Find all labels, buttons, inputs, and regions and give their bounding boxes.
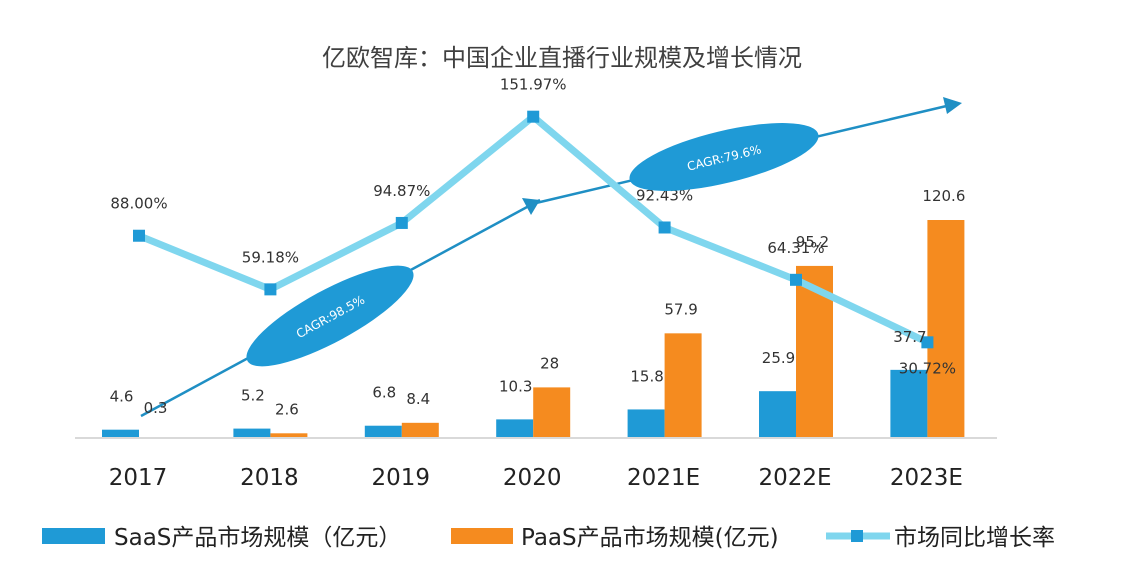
bar-paas-2020 [533, 387, 571, 438]
bar-saas-2022E [759, 391, 796, 438]
cagr-ellipse-2: CAGR:79.6% [629, 123, 819, 191]
bar-paas-2021E [664, 333, 702, 438]
x-tick-labels: 2017 2018 2019 2020 2021E 2022E 2023E [109, 465, 963, 491]
legend-swatch-saas [42, 528, 105, 544]
chart-title: 亿欧智库：中国企业直播行业规模及增长情况 [322, 44, 802, 72]
label-paas-2020: 28 [540, 354, 559, 372]
bar-saas-2019 [364, 425, 402, 438]
label-paas-2023E: 120.6 [922, 187, 965, 205]
label-paas-2021E: 57.9 [664, 300, 697, 318]
data-labels: 4.6 0.3 5.2 2.6 6.8 8.4 10.3 28 15.8 57.9 25.9 95.2… [110, 76, 966, 419]
rate-marker-2021E [658, 221, 671, 234]
bar-paas-2019 [401, 422, 439, 438]
label-saas-2022E: 25.9 [762, 349, 795, 367]
label-saas-2018: 5.2 [241, 387, 265, 405]
bar-paas-2018 [270, 433, 308, 438]
label-saas-2019: 6.8 [372, 384, 396, 402]
cagr-ellipse-1: CAGR:98.5% [246, 265, 414, 367]
tick-2023E: 2023E [890, 465, 963, 491]
legend-swatch-paas [451, 528, 513, 544]
tick-2019: 2019 [372, 465, 431, 491]
bar-saas-2020 [496, 419, 534, 438]
tick-2017: 2017 [109, 465, 168, 491]
label-saas-2023E: 37.7 [893, 328, 926, 346]
rate-marker-2017 [133, 229, 145, 242]
cagr-ellipse-2-shape [629, 123, 819, 191]
label-saas-2017: 4.6 [110, 388, 134, 406]
label-paas-2017: 0.3 [144, 399, 168, 417]
bar-saas-2021E [627, 409, 665, 438]
label-saas-2021E: 15.8 [630, 367, 663, 385]
tick-2018: 2018 [240, 465, 299, 491]
tick-2020: 2020 [503, 465, 562, 491]
rate-label-2022E: 64.31% [767, 239, 824, 257]
bar-paas-2023E [927, 220, 965, 438]
tick-2021E: 2021E [627, 465, 700, 491]
bar-saas-2023E [890, 369, 928, 438]
rate-marker-2020 [527, 110, 540, 123]
bars [102, 220, 965, 438]
label-paas-2022E: 95.2 [796, 233, 829, 251]
label-paas-2018: 2.6 [275, 400, 299, 418]
growth-rate-line [133, 110, 934, 349]
legend-label-rate: 市场同比增长率 [894, 525, 1055, 551]
label-saas-2020: 10.3 [499, 377, 532, 395]
rate-label-2019: 94.87% [373, 182, 430, 200]
rate-label-2021E: 92.43% [636, 186, 693, 204]
bar-saas-2017 [102, 429, 139, 438]
rate-label-2018: 59.18% [242, 248, 299, 266]
rate-marker-2023E [921, 336, 934, 349]
legend-label-paas: PaaS产品市场规模(亿元) [521, 525, 779, 551]
legend: SaaS产品市场规模（亿元） PaaS产品市场规模(亿元) 市场同比增长率 [42, 525, 1055, 551]
rate-marker-2022E [790, 273, 802, 286]
cagr-arrowhead-2 [943, 97, 962, 114]
rate-marker-2018 [264, 283, 277, 296]
rate-label-2023E: 30.72% [899, 359, 956, 377]
rate-label-2020: 151.97% [500, 76, 567, 94]
rate-marker-2019 [395, 216, 408, 229]
legend-label-saas: SaaS产品市场规模（亿元） [114, 525, 401, 551]
tick-2022E: 2022E [758, 465, 831, 491]
label-paas-2019: 8.4 [406, 390, 430, 408]
cagr-ellipse-1-shape [246, 265, 414, 367]
cagr-annotations: CAGR:98.5% CAGR:79.6% [246, 123, 819, 367]
bar-saas-2018 [233, 428, 271, 438]
cagr-arrowhead-1 [522, 198, 540, 215]
legend-marker-rate [851, 530, 863, 542]
rate-label-2017: 88.00% [110, 195, 167, 213]
